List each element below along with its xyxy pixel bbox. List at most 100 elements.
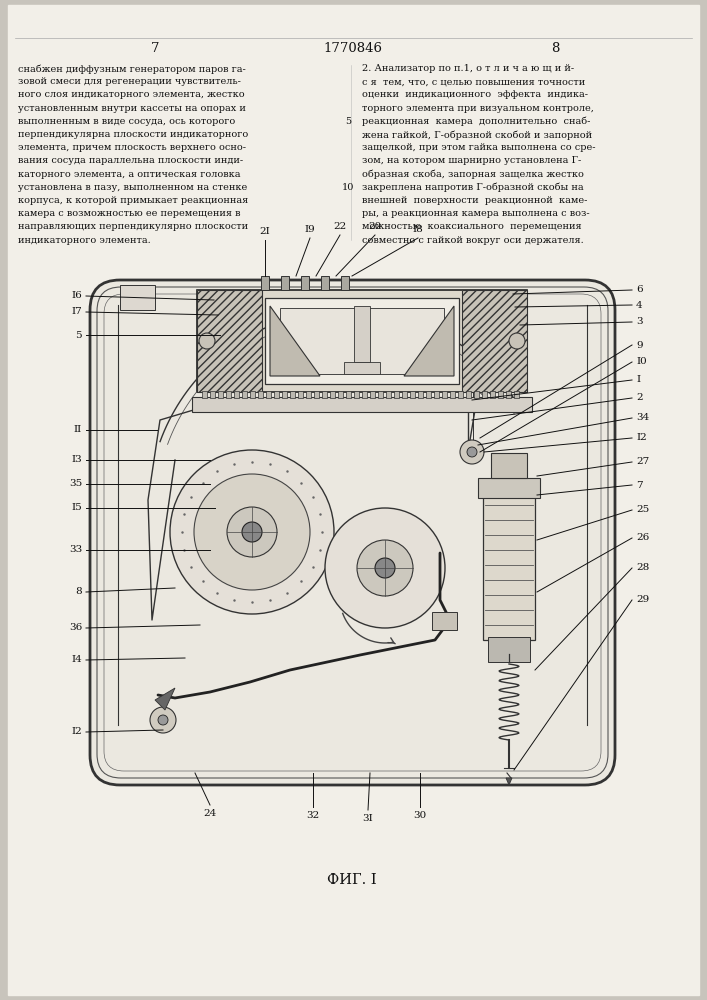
Text: 7: 7 — [151, 41, 159, 54]
Text: каторного элемента, а оптическая головка: каторного элемента, а оптическая головка — [18, 170, 240, 179]
Text: 25: 25 — [636, 506, 649, 514]
Text: установлена в пазу, выполненном на стенке: установлена в пазу, выполненном на стенк… — [18, 183, 247, 192]
Polygon shape — [506, 778, 512, 785]
Bar — [282, 391, 287, 398]
Text: 26: 26 — [636, 534, 649, 542]
Circle shape — [325, 508, 445, 628]
Bar — [442, 391, 447, 398]
Text: 27: 27 — [636, 458, 649, 466]
Text: зом, на котором шарнирно установлена Г-: зом, на котором шарнирно установлена Г- — [362, 156, 581, 165]
Text: I3: I3 — [71, 456, 82, 464]
Bar — [234, 391, 239, 398]
Circle shape — [199, 333, 215, 349]
Bar — [314, 391, 319, 398]
Text: 2. Анализатор по п.1, о т л и ч а ю щ и й-: 2. Анализатор по п.1, о т л и ч а ю щ и … — [362, 64, 574, 73]
Text: совместно с гайкой вокруг оси держателя.: совместно с гайкой вокруг оси держателя. — [362, 236, 584, 245]
Bar — [402, 391, 407, 398]
Bar — [242, 391, 247, 398]
Bar — [261, 276, 269, 290]
Bar — [258, 391, 263, 398]
Text: 33: 33 — [69, 546, 82, 554]
Text: 5: 5 — [345, 117, 351, 126]
Circle shape — [194, 474, 310, 590]
Bar — [466, 391, 471, 398]
Circle shape — [375, 558, 395, 578]
Text: 8: 8 — [551, 41, 559, 54]
Bar — [432, 612, 457, 630]
Text: 7: 7 — [636, 481, 643, 489]
Text: 24: 24 — [204, 809, 216, 818]
Polygon shape — [155, 688, 175, 710]
Bar — [266, 391, 271, 398]
Bar — [210, 391, 215, 398]
Circle shape — [509, 333, 525, 349]
Text: I: I — [636, 375, 640, 384]
Bar — [362, 391, 367, 398]
Text: 4: 4 — [636, 300, 643, 310]
Bar — [410, 391, 415, 398]
Text: I8: I8 — [413, 225, 423, 234]
Bar — [330, 391, 335, 398]
Text: 28: 28 — [636, 564, 649, 572]
Text: установленным внутри кассеты на опорах и: установленным внутри кассеты на опорах и — [18, 104, 246, 113]
Text: ного слоя индикаторного элемента, жестко: ного слоя индикаторного элемента, жестко — [18, 90, 245, 99]
Bar — [514, 391, 519, 398]
Bar — [250, 391, 255, 398]
Text: направляющих перпендикулярно плоскости: направляющих перпендикулярно плоскости — [18, 222, 248, 231]
Text: I5: I5 — [71, 504, 82, 512]
Text: 8: 8 — [76, 587, 82, 596]
Text: ФИГ. I: ФИГ. I — [327, 873, 377, 887]
Bar — [458, 391, 463, 398]
Circle shape — [170, 450, 334, 614]
Text: 6: 6 — [636, 286, 643, 294]
Text: 3: 3 — [636, 318, 643, 326]
Bar — [202, 391, 207, 398]
Bar — [488, 637, 530, 662]
Bar — [478, 478, 540, 498]
Bar — [344, 362, 380, 374]
Text: 10: 10 — [341, 183, 354, 192]
Text: 1770846: 1770846 — [324, 41, 382, 54]
Text: 2I: 2I — [259, 227, 270, 236]
Bar — [354, 306, 370, 362]
Text: I4: I4 — [71, 656, 82, 664]
Circle shape — [227, 507, 277, 557]
Text: 36: 36 — [69, 624, 82, 633]
Bar — [370, 391, 375, 398]
Bar — [120, 285, 155, 310]
Circle shape — [467, 447, 477, 457]
Text: 34: 34 — [636, 414, 649, 422]
Text: торного элемента при визуальном контроле,: торного элемента при визуальном контроле… — [362, 104, 594, 113]
Text: камера с возможностью ее перемещения в: камера с возможностью ее перемещения в — [18, 209, 240, 218]
Text: I6: I6 — [71, 292, 82, 300]
Bar — [491, 453, 527, 478]
Text: внешней  поверхности  реакционной  каме-: внешней поверхности реакционной каме- — [362, 196, 588, 205]
Bar — [197, 290, 262, 392]
Text: ры, а реакционная камера выполнена с воз-: ры, а реакционная камера выполнена с воз… — [362, 209, 590, 218]
Bar — [378, 391, 383, 398]
Text: 30: 30 — [414, 811, 426, 820]
Bar — [450, 391, 455, 398]
Text: 32: 32 — [306, 811, 320, 820]
Text: закреплена напротив Г-образной скобы на: закреплена напротив Г-образной скобы на — [362, 183, 583, 192]
Bar — [281, 276, 289, 290]
Bar — [474, 391, 479, 398]
Text: корпуса, к которой примыкает реакционная: корпуса, к которой примыкает реакционная — [18, 196, 248, 205]
Bar — [434, 391, 439, 398]
Text: 3I: 3I — [363, 814, 373, 823]
Bar — [506, 391, 511, 398]
Circle shape — [158, 715, 168, 725]
Text: элемента, причем плоскость верхнего осно-: элемента, причем плоскость верхнего осно… — [18, 143, 246, 152]
Bar — [192, 397, 532, 412]
FancyBboxPatch shape — [90, 280, 615, 785]
Text: перпендикулярна плоскости индикаторного: перпендикулярна плоскости индикаторного — [18, 130, 248, 139]
Text: I7: I7 — [71, 308, 82, 316]
Bar — [354, 391, 359, 398]
Bar — [322, 391, 327, 398]
Text: 5: 5 — [76, 330, 82, 340]
Text: I2: I2 — [636, 434, 647, 442]
Bar — [418, 391, 423, 398]
Text: 29: 29 — [636, 595, 649, 604]
Bar — [280, 308, 444, 374]
Text: снабжен диффузным генератором паров га-: снабжен диффузным генератором паров га- — [18, 64, 246, 74]
